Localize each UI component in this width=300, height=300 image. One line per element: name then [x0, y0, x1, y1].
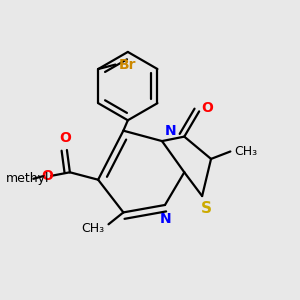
Text: Br: Br [119, 58, 136, 72]
Text: O: O [42, 169, 53, 183]
Text: O: O [202, 101, 213, 116]
Text: S: S [201, 201, 212, 216]
Text: CH₃: CH₃ [81, 222, 104, 235]
Text: N: N [160, 212, 171, 226]
Text: N: N [164, 124, 176, 138]
Text: CH₃: CH₃ [234, 145, 257, 158]
Text: methyl: methyl [6, 172, 49, 185]
Text: O: O [59, 131, 71, 145]
